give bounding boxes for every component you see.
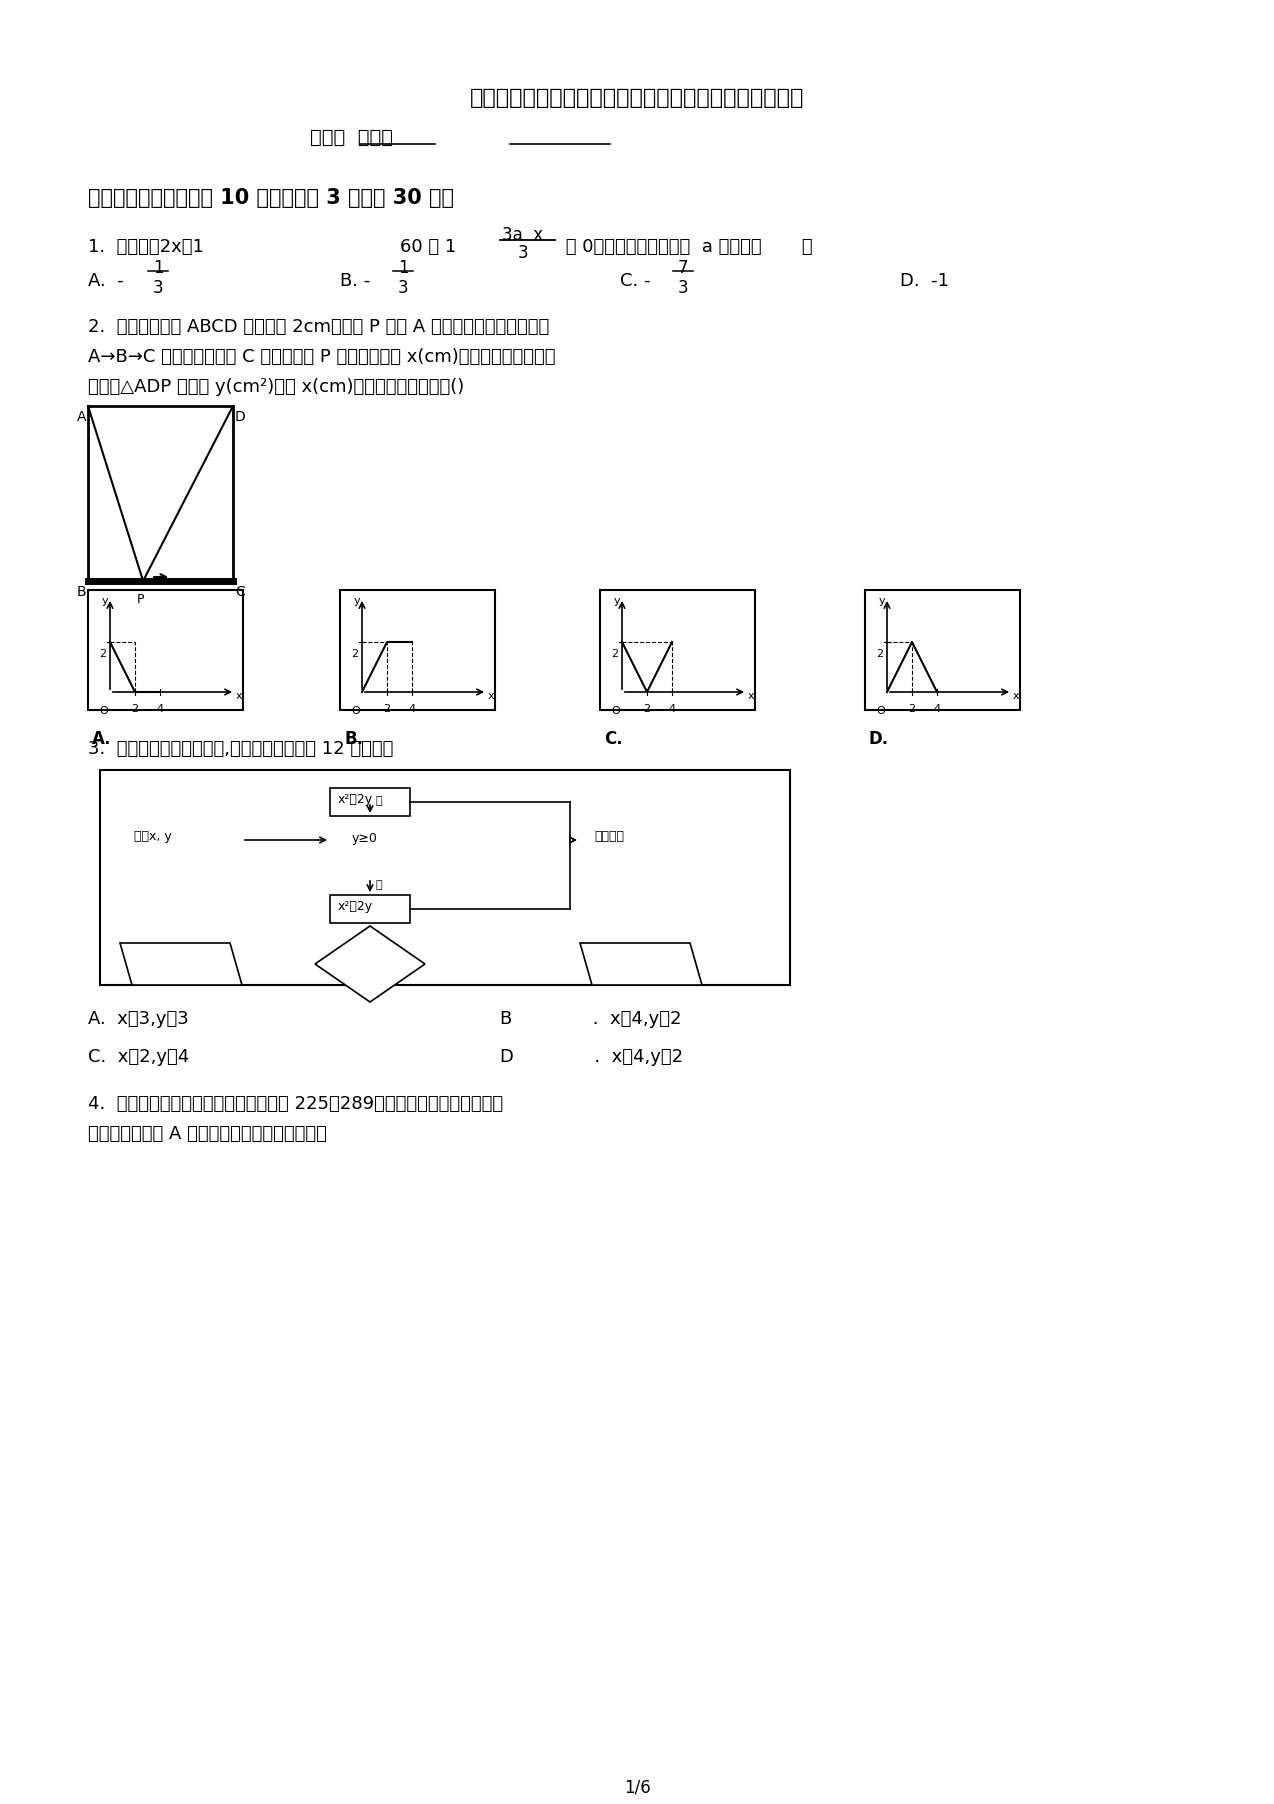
Text: A→B→C 的方向运动到点 C 停止，设点 P 的运动行程为 x(cm)，在以下列图象中，: A→B→C 的方向运动到点 C 停止，设点 P 的运动行程为 x(cm)，在以下…: [88, 348, 555, 366]
Text: D.: D.: [869, 731, 889, 749]
Text: 3: 3: [153, 280, 163, 298]
Text: 2: 2: [610, 649, 618, 658]
Text: 3.  按如下列图的运算程序,能使输出的结果为 12 的是（）: 3. 按如下列图的运算程序,能使输出的结果为 12 的是（）: [88, 740, 394, 758]
Text: 1/6: 1/6: [624, 1779, 650, 1797]
Text: x²－2y: x²－2y: [338, 900, 373, 913]
Text: 4: 4: [669, 704, 675, 714]
Text: 3: 3: [678, 280, 688, 298]
Text: y: y: [613, 595, 620, 606]
Polygon shape: [580, 943, 702, 985]
Text: 4: 4: [409, 704, 415, 714]
Text: B: B: [76, 584, 87, 599]
Text: P: P: [136, 594, 144, 606]
Text: 2: 2: [131, 704, 139, 714]
Text: B. -: B. -: [340, 272, 371, 290]
Text: y: y: [878, 595, 885, 606]
Text: 3: 3: [519, 244, 529, 262]
Text: 输出结果: 输出结果: [594, 830, 624, 842]
Text: 3: 3: [397, 280, 408, 298]
Text: 2: 2: [99, 649, 106, 658]
Text: 班级：  姓名：: 班级： 姓名：: [310, 128, 392, 146]
Text: y≥0: y≥0: [352, 832, 378, 844]
Text: x: x: [748, 691, 754, 702]
Text: 4: 4: [934, 704, 940, 714]
Polygon shape: [315, 925, 426, 1001]
Text: 7: 7: [678, 260, 688, 278]
Bar: [88, 590, 243, 711]
Text: 最新苏教版七年级数学上册期末考试题及答案【必考题】: 最新苏教版七年级数学上册期末考试题及答案【必考题】: [470, 88, 804, 108]
Bar: [99, 770, 790, 985]
Text: 2: 2: [643, 704, 651, 714]
Text: 能表示△ADP 的面积 y(cm²)关于 x(cm)的函数关系的图象是(): 能表示△ADP 的面积 y(cm²)关于 x(cm)的函数关系的图象是(): [88, 379, 464, 397]
Text: 1: 1: [397, 260, 408, 278]
Text: 三角形，则字母 A 所代表的正方形的面积为（）: 三角形，则字母 A 所代表的正方形的面积为（）: [88, 1126, 327, 1144]
Text: x²＋2y: x²＋2y: [338, 794, 373, 806]
Text: 2.  如图，正方形 ABCD 的边长为 2cm，动点 P 从点 A 出发，在正方形的边上沿: 2. 如图，正方形 ABCD 的边长为 2cm，动点 P 从点 A 出发，在正方…: [88, 318, 549, 336]
Text: B              .  x＝4,y＝2: B . x＝4,y＝2: [499, 1010, 682, 1028]
Text: C: C: [234, 584, 245, 599]
Bar: [600, 590, 755, 711]
Text: 2: 2: [877, 649, 883, 658]
Text: A: A: [76, 410, 87, 424]
Text: 输入x, y: 输入x, y: [134, 830, 172, 842]
Bar: [330, 788, 410, 815]
Text: 3a  x: 3a x: [502, 226, 543, 244]
Text: 4.  如图，两个较大正方形的面积分别为 225、289，且中间夹的三角形是直角: 4. 如图，两个较大正方形的面积分别为 225、289，且中间夹的三角形是直角: [88, 1095, 503, 1113]
Bar: [330, 895, 410, 924]
Text: x: x: [1013, 691, 1019, 702]
Bar: [88, 406, 233, 581]
Text: D              .  x＝4,y＝2: D . x＝4,y＝2: [499, 1048, 683, 1066]
Text: 60 与 1: 60 与 1: [400, 238, 462, 256]
Text: O: O: [352, 705, 361, 716]
Text: 否: 否: [375, 880, 382, 889]
Text: y: y: [353, 595, 361, 606]
Polygon shape: [120, 943, 242, 985]
Text: 1.  若方程：2x＋1: 1. 若方程：2x＋1: [88, 238, 204, 256]
Text: D: D: [234, 410, 246, 424]
Text: C.  x＝2,y＝4: C. x＝2,y＝4: [88, 1048, 190, 1066]
Text: 2: 2: [383, 704, 391, 714]
Text: O: O: [612, 705, 620, 716]
Text: ＝ 0的解互为相反数，则  a 的值为（       ）: ＝ 0的解互为相反数，则 a 的值为（ ）: [561, 238, 813, 256]
Text: 4: 4: [157, 704, 163, 714]
Text: C. -: C. -: [620, 272, 651, 290]
Text: 2: 2: [908, 704, 916, 714]
Text: A.  x＝3,y＝3: A. x＝3,y＝3: [88, 1010, 189, 1028]
Text: A.: A.: [92, 731, 112, 749]
Text: O: O: [99, 705, 108, 716]
Text: O: O: [877, 705, 885, 716]
Text: y: y: [102, 595, 108, 606]
Text: 2: 2: [350, 649, 358, 658]
Text: A.  -: A. -: [88, 272, 124, 290]
Text: 1: 1: [153, 260, 163, 278]
Text: x: x: [236, 691, 242, 702]
Text: 是: 是: [375, 796, 382, 806]
Bar: [340, 590, 496, 711]
Text: C.: C.: [604, 731, 623, 749]
Text: B.: B.: [344, 731, 363, 749]
Text: 一、选择题（本大题共 10 小题，每题 3 分，共 30 分）: 一、选择题（本大题共 10 小题，每题 3 分，共 30 分）: [88, 188, 454, 207]
Text: D.  -1: D. -1: [899, 272, 949, 290]
Bar: [865, 590, 1020, 711]
Text: x: x: [488, 691, 494, 702]
